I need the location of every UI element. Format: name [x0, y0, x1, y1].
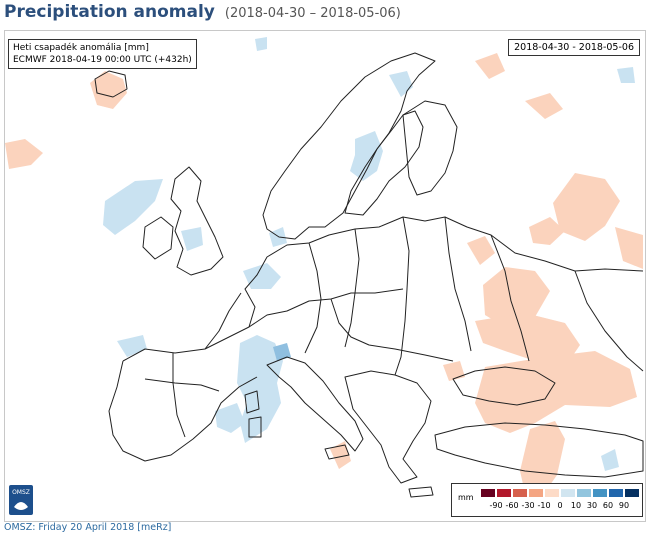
header: Precipitation anomaly (2018-04-30 – 2018…	[4, 2, 401, 28]
legend-swatch	[528, 488, 544, 498]
legend-tick-label: 90	[618, 501, 630, 510]
map-canvas	[5, 37, 644, 498]
map-info-box: Heti csapadék anomália [mm] ECMWF 2018-0…	[8, 39, 197, 69]
wet-strong-regions	[273, 343, 291, 361]
legend-swatches	[480, 488, 640, 498]
page-date-range: (2018-04-30 – 2018-05-06)	[224, 6, 401, 21]
color-scale-legend: mm -90 -60 -30 -10 0 10 30 60 90	[451, 483, 643, 517]
legend-tick-label: 30	[586, 501, 598, 510]
legend-swatch	[576, 488, 592, 498]
anomaly-map: Heti csapadék anomália [mm] ECMWF 2018-0…	[4, 30, 646, 522]
dry-anomaly-regions	[5, 53, 643, 495]
legend-swatch	[544, 488, 560, 498]
legend-ticks: -90 -60 -30 -10 0 10 30 60 90	[480, 501, 640, 513]
country-borders	[94, 52, 644, 498]
legend-swatch	[560, 488, 576, 498]
omsz-logo-text: OMSZ	[12, 489, 30, 496]
map-model-run-label: ECMWF 2018-04-19 00:00 UTC (+432h)	[13, 55, 192, 65]
legend-tick-label: -10	[537, 501, 551, 510]
legend-unit: mm	[458, 493, 474, 502]
legend-swatch	[592, 488, 608, 498]
legend-swatch	[608, 488, 624, 498]
wet-anomaly-regions	[103, 37, 635, 471]
legend-tick-label: 60	[602, 501, 614, 510]
legend-tick-label: -60	[505, 501, 519, 510]
page-title: Precipitation anomaly	[4, 2, 215, 22]
legend-tick-label: 0	[557, 501, 563, 510]
legend-swatch	[512, 488, 528, 498]
map-variable-label: Heti csapadék anomália [mm]	[13, 43, 149, 53]
legend-swatch	[624, 488, 640, 498]
legend-swatch	[480, 488, 496, 498]
omsz-logo: OMSZ	[9, 485, 33, 515]
footer-credit: OMSZ: Friday 20 April 2018 [meRz]	[4, 522, 172, 533]
map-date-box: 2018-04-30 - 2018-05-06	[508, 39, 640, 56]
legend-tick-label: 10	[570, 501, 582, 510]
legend-tick-label: -90	[489, 501, 503, 510]
legend-tick-label: -30	[521, 501, 535, 510]
legend-swatch	[496, 488, 512, 498]
